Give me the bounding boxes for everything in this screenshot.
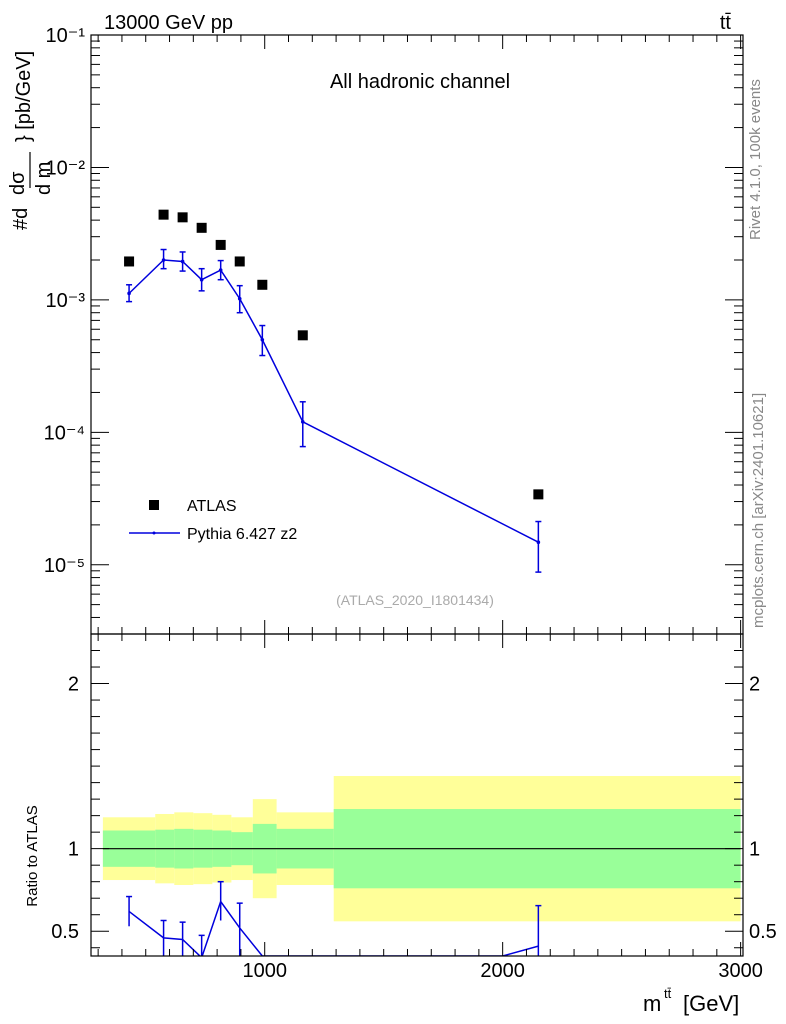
- atlas-point-7: [297, 330, 308, 341]
- pythia-point-8: [536, 540, 541, 545]
- legend: ATLAS Pythia 6.427 z2: [129, 498, 297, 543]
- atlas-point-3: [196, 222, 207, 233]
- rivet-label: Rivet 4.1.0, 100k events: [747, 79, 764, 240]
- ratio-y-tick-label-left-0: 0.5: [51, 921, 79, 943]
- atlas-point-1: [158, 209, 169, 220]
- uncertainty-bands: [102, 776, 741, 922]
- main-content: [124, 209, 544, 573]
- ratio-frame: [90, 633, 744, 957]
- pythia-point-3: [199, 277, 204, 282]
- main-y-tick-label-2: 10⁻³: [46, 290, 86, 312]
- x-tick-label-2: 3000: [718, 960, 763, 982]
- pythia-point-0: [127, 291, 131, 296]
- atlas-point-6: [257, 279, 268, 290]
- process-label: tt̄: [720, 12, 732, 34]
- main-y-axis-label-denominator: d m: [33, 162, 55, 195]
- x-axis-label-unit: [GeV]: [683, 991, 739, 1016]
- main-y-axis-label-numerator: dσ: [7, 171, 29, 195]
- energy-label: 13000 GeV pp: [104, 12, 233, 34]
- ratio-y-tick-label-right-0: 0.5: [749, 921, 777, 943]
- x-tick-label-1: 2000: [480, 960, 525, 982]
- x-axis-label-sup: tt̄: [664, 986, 672, 1001]
- pythia-point-6: [260, 337, 265, 342]
- pythia-point-5: [237, 296, 242, 301]
- ratio-y-axis-label: Ratio to ATLAS: [24, 805, 41, 906]
- mcplots-label: mcplots.cern.ch [arXiv:2401.10621]: [750, 393, 767, 628]
- ratio-y-tick-label-left-1: 1: [68, 839, 79, 861]
- pythia-point-4: [218, 268, 223, 272]
- legend-atlas-marker: [149, 500, 159, 510]
- legend-pythia-marker: [152, 531, 156, 535]
- atlas-point-5: [234, 256, 245, 267]
- main-y-axis-label-unit: } [pb/GeV]: [13, 51, 35, 142]
- pythia-point-7: [300, 420, 305, 424]
- main-y-tick-label-4: 10⁻¹: [46, 25, 86, 47]
- pythia-point-1: [161, 258, 166, 262]
- axes: 1000 2000 3000 10⁻⁵ 10⁻⁴ 10⁻³ 10⁻² 10⁻¹ 0.5 0.5 1 1…: [44, 25, 777, 982]
- pythia-point-2: [180, 259, 185, 264]
- x-tick-label-0: 1000: [242, 960, 287, 982]
- main-frame: [90, 34, 744, 635]
- atlas-point-2: [177, 212, 188, 223]
- ratio-series-group: [126, 880, 542, 956]
- chart-title: All hadronic channel: [330, 71, 510, 93]
- main-y-axis-label-prefix: #d: [10, 208, 32, 230]
- legend-pythia-label: Pythia 6.427 z2: [187, 526, 297, 543]
- atlas-point-0: [124, 256, 135, 267]
- main-y-tick-label-3: 10⁻²: [46, 157, 86, 179]
- main-y-tick-label-0: 10⁻⁵: [44, 555, 85, 577]
- ratio-content: [126, 880, 542, 956]
- ratio-y-tick-label-right-2: 2: [749, 674, 760, 696]
- legend-atlas-label: ATLAS: [187, 498, 237, 515]
- main-y-axis-label: #d dσ d m } [pb/GeV]: [7, 51, 55, 230]
- ratio-y-tick-label-left-2: 2: [68, 674, 79, 696]
- x-axis-label: m tt̄ [GeV]: [643, 986, 739, 1016]
- ratio-y-tick-label-right-1: 1: [749, 839, 760, 861]
- atlas-point-4: [215, 239, 226, 250]
- main-y-tick-label-1: 10⁻⁴: [44, 422, 85, 444]
- atlas-point-8: [533, 489, 544, 500]
- x-axis-label-m: m: [643, 991, 661, 1016]
- analysis-tag: (ATLAS_2020_I1801434): [336, 592, 494, 608]
